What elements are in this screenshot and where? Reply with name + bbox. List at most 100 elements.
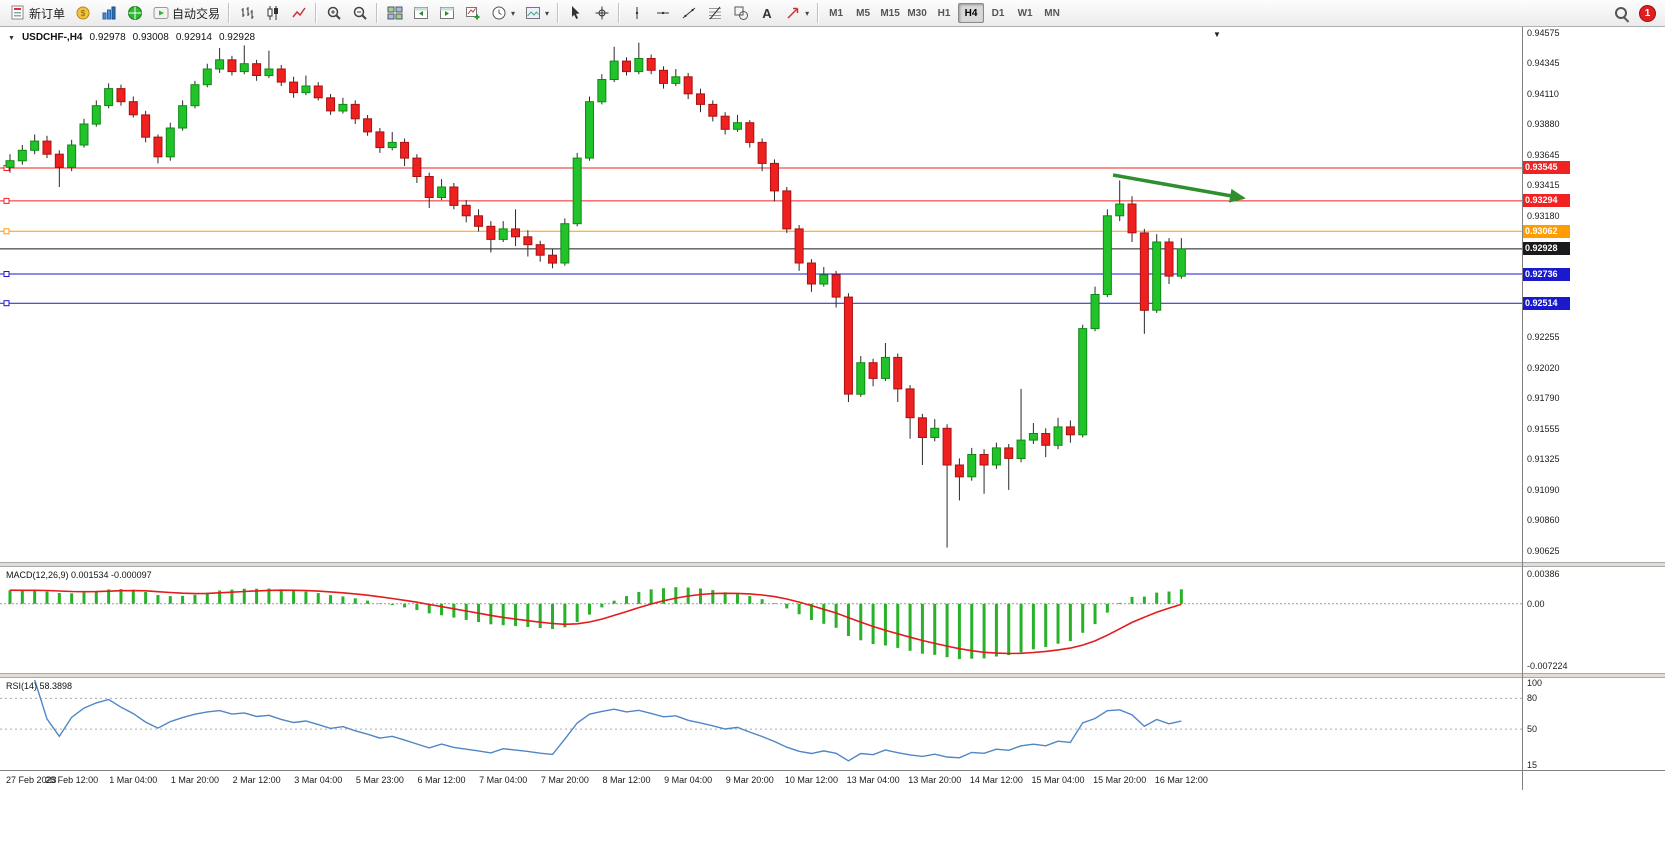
globe-green-icon [126,5,143,22]
rsi-panel: 100 80 50 15 RSI(14) 58.3898 [0,678,1665,770]
trading-app: 新订单 $ 自动交易 ▾ ▾ A ▾ M1 M5 M15 M30 H1 H4 D1 W1 MN 1 0.9457… [0,0,1665,790]
timeframe-d1-button[interactable]: D1 [991,7,1005,19]
toolbar: 新订单 $ 自动交易 ▾ ▾ A ▾ M1 M5 M15 M30 H1 H4 D1 W1 MN 1 [0,0,1665,27]
hline-icon [654,5,671,22]
add-indicator-button[interactable] [460,2,485,24]
price-chart-panel: 0.94575 0.94345 0.94110 0.93880 0.93645 0.934… [0,27,1665,562]
auto-scroll-button[interactable] [408,2,433,24]
rsi-title: RSI(14) 58.3898 [6,681,73,691]
coin-icon: $ [74,5,91,22]
macd-axis[interactable]: 0.00386 0.00 -0.007224 [1522,567,1665,673]
tile-icon [386,5,403,22]
resistance-price-badge: 0.93294 [1522,194,1570,207]
svg-text:$: $ [80,9,85,18]
time-label: 1 Mar 20:00 [170,775,219,785]
price-axis[interactable]: 0.94575 0.94345 0.94110 0.93880 0.93645 0.934… [1522,27,1665,562]
zoom-out-icon [351,5,368,22]
chevron-down-icon: ▾ [511,8,516,18]
timeframe-h1-button[interactable]: H1 [937,7,951,19]
horizontal-line-tool-button[interactable] [650,2,675,24]
bar-chart-mode-button[interactable] [234,2,259,24]
templates-button[interactable]: ▾ [520,2,553,24]
chart-columns-icon [100,5,117,22]
fibonacci-tool-button[interactable] [702,2,727,24]
tile-windows-button[interactable] [382,2,407,24]
macd-tick: 0.00 [1527,598,1545,609]
vertical-line-tool-button[interactable] [624,2,649,24]
macd-panel: 0.00386 0.00 -0.007224 MACD(12,26,9) 0.001… [0,567,1665,673]
fibo-icon [706,5,723,22]
toolbar-separator [618,3,621,23]
time-label: 9 Mar 20:00 [725,775,774,785]
arrows-tool-button[interactable]: ▾ [780,2,813,24]
timeframe-m1-button[interactable]: M1 [829,7,844,19]
zoom-in-button[interactable] [321,2,346,24]
timeframe-m15-button[interactable]: M15 [880,7,900,19]
community-button[interactable] [122,2,147,24]
text-tool-button[interactable]: A [754,2,779,24]
macd-tick: 0.00386 [1527,569,1560,579]
cursor-icon [567,5,584,22]
deposit-button[interactable]: $ [70,2,95,24]
toolbar-separator [376,3,379,23]
line-chart-icon [290,5,307,22]
panel-splitter-2[interactable] [0,673,1665,678]
auto-trading-button[interactable]: 自动交易 [148,2,224,24]
price-tick: 0.92255 [1527,332,1560,342]
new-order-button[interactable]: 新订单 [5,2,69,24]
timeframe-mn-button[interactable]: MN [1044,7,1060,19]
panel-splitter-1[interactable] [0,562,1665,567]
svg-text:A: A [762,6,772,21]
price-tick: 0.91555 [1527,424,1560,434]
notification-badge[interactable]: 1 [1639,4,1656,22]
vline-icon [628,5,645,22]
candle-chart-mode-button[interactable] [260,2,285,24]
time-label: 28 Feb 12:00 [45,775,99,785]
time-label: 6 Mar 12:00 [417,775,466,785]
time-label: 13 Mar 20:00 [908,775,962,785]
time-label: 7 Mar 04:00 [479,775,528,785]
time-label: 16 Mar 12:00 [1154,775,1208,785]
search-button[interactable] [1610,2,1634,24]
crosshair-tool-button[interactable] [589,2,614,24]
chart-shift-button[interactable] [434,2,459,24]
price-close: 0.92928 [218,32,256,43]
rsi-plot[interactable] [0,678,1522,770]
price-tick: 0.93645 [1527,150,1560,160]
arrow-label-icon [784,5,801,22]
timeframe-w1-button[interactable]: W1 [1017,7,1033,19]
trendline-tool-button[interactable] [676,2,701,24]
timeframe-m30-button[interactable]: M30 [907,7,927,19]
time-label: 9 Mar 04:00 [664,775,713,785]
zoom-out-button[interactable] [347,2,372,24]
price-tick: 0.92020 [1527,363,1560,373]
price-tick: 0.91325 [1527,454,1560,464]
shapes-tool-button[interactable] [728,2,753,24]
period-selector-button[interactable]: ▾ [486,2,519,24]
candles-icon [264,5,281,22]
line-chart-mode-button[interactable] [286,2,311,24]
price-low: 0.92914 [175,32,212,43]
scroll-to-end-marker[interactable]: ▼ [1213,30,1221,39]
time-label: 27 Feb 2023 [6,775,57,785]
rsi-tick: 15 [1527,760,1538,770]
time-axis[interactable]: 27 Feb 2023 28 Feb 12:00 1 Mar 04:00 1 Mar … [0,770,1665,790]
chart-caret-icon: ▼ [8,35,15,42]
clock-icon [490,5,507,22]
macd-tick: -0.007224 [1527,661,1568,671]
cursor-tool-button[interactable] [563,2,588,24]
axis-separator [1522,27,1523,790]
timeframe-h4-button[interactable]: H4 [958,3,985,23]
time-label: 15 Mar 04:00 [1031,775,1085,785]
support-price-badge: 0.92736 [1522,268,1570,281]
macd-plot[interactable] [0,567,1522,673]
timeframe-m5-button[interactable]: M5 [856,7,871,19]
price-chart-plot[interactable] [0,27,1522,562]
rsi-axis[interactable]: 100 80 50 15 [1522,678,1665,770]
chart-window: 0.94575 0.94345 0.94110 0.93880 0.93645 0.934… [0,27,1665,790]
shapes-icon [732,5,749,22]
pivot-price-badge: 0.93062 [1522,225,1570,238]
time-label: 10 Mar 12:00 [784,775,838,785]
crosshair-icon [593,5,610,22]
market-watch-button[interactable] [96,2,121,24]
